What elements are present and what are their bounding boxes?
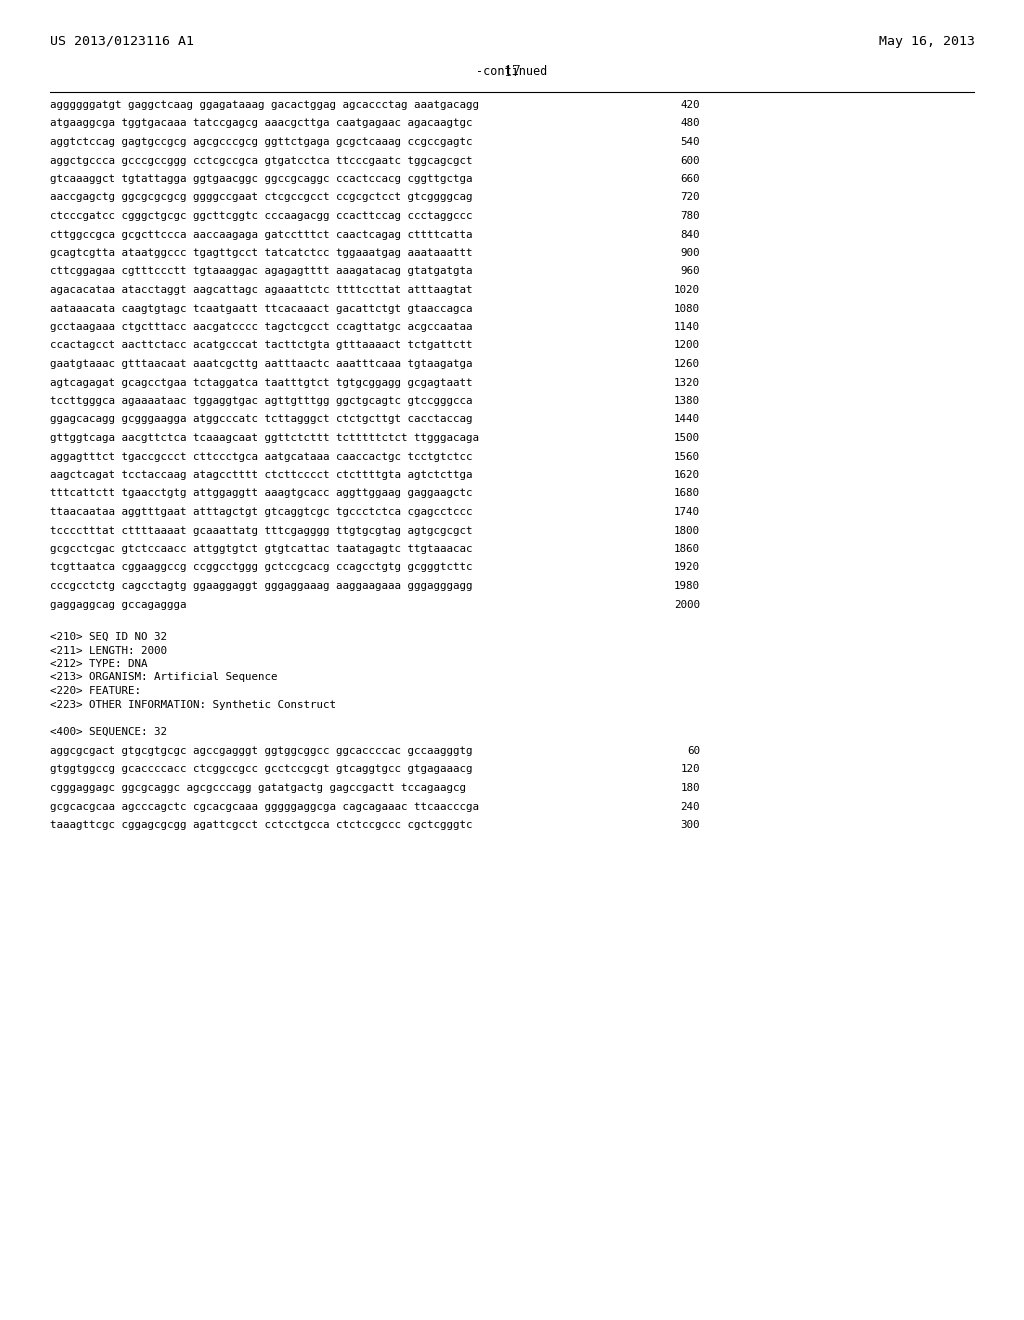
- Text: 240: 240: [681, 801, 700, 812]
- Text: gcgcacgcaa agcccagctc cgcacgcaaa gggggaggcga cagcagaaac ttcaacccga: gcgcacgcaa agcccagctc cgcacgcaaa gggggag…: [50, 801, 479, 812]
- Text: atgaaggcga tggtgacaaa tatccgagcg aaacgcttga caatgagaac agacaagtgc: atgaaggcga tggtgacaaa tatccgagcg aaacgct…: [50, 119, 472, 128]
- Text: 1200: 1200: [674, 341, 700, 351]
- Text: May 16, 2013: May 16, 2013: [879, 36, 975, 48]
- Text: 180: 180: [681, 783, 700, 793]
- Text: <223> OTHER INFORMATION: Synthetic Construct: <223> OTHER INFORMATION: Synthetic Const…: [50, 700, 336, 710]
- Text: aggagtttct tgaccgccct cttccctgca aatgcataaa caaccactgc tcctgtctcc: aggagtttct tgaccgccct cttccctgca aatgcat…: [50, 451, 472, 462]
- Text: ggagcacagg gcgggaagga atggcccatc tcttagggct ctctgcttgt cacctaccag: ggagcacagg gcgggaagga atggcccatc tcttagg…: [50, 414, 472, 425]
- Text: 840: 840: [681, 230, 700, 239]
- Text: gaggaggcag gccagaggga: gaggaggcag gccagaggga: [50, 599, 186, 610]
- Text: -continued: -continued: [476, 65, 548, 78]
- Text: <213> ORGANISM: Artificial Sequence: <213> ORGANISM: Artificial Sequence: [50, 672, 278, 682]
- Text: US 2013/0123116 A1: US 2013/0123116 A1: [50, 36, 194, 48]
- Text: 600: 600: [681, 156, 700, 165]
- Text: 720: 720: [681, 193, 700, 202]
- Text: 17: 17: [503, 65, 521, 79]
- Text: gtggtggccg gcaccccacc ctcggccgcc gcctccgcgt gtcaggtgcc gtgagaaacg: gtggtggccg gcaccccacc ctcggccgcc gcctccg…: [50, 764, 472, 775]
- Text: 1080: 1080: [674, 304, 700, 314]
- Text: agtcagagat gcagcctgaa tctaggatca taatttgtct tgtgcggagg gcgagtaatt: agtcagagat gcagcctgaa tctaggatca taatttg…: [50, 378, 472, 388]
- Text: aaccgagctg ggcgcgcgcg ggggccgaat ctcgccgcct ccgcgctcct gtcggggcag: aaccgagctg ggcgcgcgcg ggggccgaat ctcgccg…: [50, 193, 472, 202]
- Text: 60: 60: [687, 746, 700, 756]
- Text: 540: 540: [681, 137, 700, 147]
- Text: cttcggagaa cgtttccctt tgtaaaggac agagagtttt aaagatacag gtatgatgta: cttcggagaa cgtttccctt tgtaaaggac agagagt…: [50, 267, 472, 276]
- Text: tcccctttat cttttaaaat gcaaattatg tttcgagggg ttgtgcgtag agtgcgcgct: tcccctttat cttttaaaat gcaaattatg tttcgag…: [50, 525, 472, 536]
- Text: 480: 480: [681, 119, 700, 128]
- Text: 1980: 1980: [674, 581, 700, 591]
- Text: 1620: 1620: [674, 470, 700, 480]
- Text: <220> FEATURE:: <220> FEATURE:: [50, 686, 141, 696]
- Text: 900: 900: [681, 248, 700, 257]
- Text: aataaacata caagtgtagc tcaatgaatt ttcacaaact gacattctgt gtaaccagca: aataaacata caagtgtagc tcaatgaatt ttcacaa…: [50, 304, 472, 314]
- Text: cttggccgca gcgcttccca aaccaagaga gatcctttct caactcagag cttttcatta: cttggccgca gcgcttccca aaccaagaga gatcctt…: [50, 230, 472, 239]
- Text: tcgttaatca cggaaggccg ccggcctggg gctccgcacg ccagcctgtg gcgggtcttc: tcgttaatca cggaaggccg ccggcctggg gctccgc…: [50, 562, 472, 573]
- Text: 1140: 1140: [674, 322, 700, 333]
- Text: <212> TYPE: DNA: <212> TYPE: DNA: [50, 659, 147, 669]
- Text: 1560: 1560: [674, 451, 700, 462]
- Text: 1380: 1380: [674, 396, 700, 407]
- Text: gttggtcaga aacgttctca tcaaagcaat ggttctcttt tctttttctct ttgggacaga: gttggtcaga aacgttctca tcaaagcaat ggttctc…: [50, 433, 479, 444]
- Text: <211> LENGTH: 2000: <211> LENGTH: 2000: [50, 645, 167, 656]
- Text: 120: 120: [681, 764, 700, 775]
- Text: aggtctccag gagtgccgcg agcgcccgcg ggttctgaga gcgctcaaag ccgccgagtc: aggtctccag gagtgccgcg agcgcccgcg ggttctg…: [50, 137, 472, 147]
- Text: 1020: 1020: [674, 285, 700, 294]
- Text: ttaacaataa aggtttgaat atttagctgt gtcaggtcgc tgccctctca cgagcctccc: ttaacaataa aggtttgaat atttagctgt gtcaggt…: [50, 507, 472, 517]
- Text: tttcattctt tgaacctgtg attggaggtt aaagtgcacc aggttggaag gaggaagctc: tttcattctt tgaacctgtg attggaggtt aaagtgc…: [50, 488, 472, 499]
- Text: 1860: 1860: [674, 544, 700, 554]
- Text: gtcaaaggct tgtattagga ggtgaacggc ggccgcaggc ccactccacg cggttgctga: gtcaaaggct tgtattagga ggtgaacggc ggccgca…: [50, 174, 472, 183]
- Text: cccgcctctg cagcctagtg ggaaggaggt gggaggaaag aaggaagaaa gggagggagg: cccgcctctg cagcctagtg ggaaggaggt gggagga…: [50, 581, 472, 591]
- Text: gaatgtaaac gtttaacaat aaatcgcttg aatttaactc aaatttcaaa tgtaagatga: gaatgtaaac gtttaacaat aaatcgcttg aatttaa…: [50, 359, 472, 370]
- Text: aagctcagat tcctaccaag atagcctttt ctcttcccct ctcttttgta agtctcttga: aagctcagat tcctaccaag atagcctttt ctcttcc…: [50, 470, 472, 480]
- Text: agacacataa atacctaggt aagcattagc agaaattctc ttttccttat atttaagtat: agacacataa atacctaggt aagcattagc agaaatt…: [50, 285, 472, 294]
- Text: tccttgggca agaaaataac tggaggtgac agttgtttgg ggctgcagtc gtccgggcca: tccttgggca agaaaataac tggaggtgac agttgtt…: [50, 396, 472, 407]
- Text: 1320: 1320: [674, 378, 700, 388]
- Text: 2000: 2000: [674, 599, 700, 610]
- Text: 1680: 1680: [674, 488, 700, 499]
- Text: ctcccgatcc cgggctgcgc ggcttcggtc cccaagacgg ccacttccag ccctaggccc: ctcccgatcc cgggctgcgc ggcttcggtc cccaaga…: [50, 211, 472, 220]
- Text: 1440: 1440: [674, 414, 700, 425]
- Text: 1740: 1740: [674, 507, 700, 517]
- Text: taaagttcgc cggagcgcgg agattcgcct cctcctgcca ctctccgccc cgctcgggtc: taaagttcgc cggagcgcgg agattcgcct cctcctg…: [50, 820, 472, 830]
- Text: <400> SEQUENCE: 32: <400> SEQUENCE: 32: [50, 726, 167, 737]
- Text: aggctgccca gcccgccggg cctcgccgca gtgatcctca ttcccgaatc tggcagcgct: aggctgccca gcccgccggg cctcgccgca gtgatcc…: [50, 156, 472, 165]
- Text: 660: 660: [681, 174, 700, 183]
- Text: aggcgcgact gtgcgtgcgc agccgagggt ggtggcggcc ggcaccccac gccaagggtg: aggcgcgact gtgcgtgcgc agccgagggt ggtggcg…: [50, 746, 472, 756]
- Text: 780: 780: [681, 211, 700, 220]
- Text: gcgcctcgac gtctccaacc attggtgtct gtgtcattac taatagagtc ttgtaaacac: gcgcctcgac gtctccaacc attggtgtct gtgtcat…: [50, 544, 472, 554]
- Text: <210> SEQ ID NO 32: <210> SEQ ID NO 32: [50, 632, 167, 642]
- Text: 960: 960: [681, 267, 700, 276]
- Text: ccactagcct aacttctacc acatgcccat tacttctgta gtttaaaact tctgattctt: ccactagcct aacttctacc acatgcccat tacttct…: [50, 341, 472, 351]
- Text: 1800: 1800: [674, 525, 700, 536]
- Text: 1500: 1500: [674, 433, 700, 444]
- Text: gcctaagaaa ctgctttacc aacgatcccc tagctcgcct ccagttatgc acgccaataa: gcctaagaaa ctgctttacc aacgatcccc tagctcg…: [50, 322, 472, 333]
- Text: cgggaggagc ggcgcaggc agcgcccagg gatatgactg gagccgactt tccagaagcg: cgggaggagc ggcgcaggc agcgcccagg gatatgac…: [50, 783, 466, 793]
- Text: 420: 420: [681, 100, 700, 110]
- Text: gcagtcgtta ataatggccc tgagttgcct tatcatctcc tggaaatgag aaataaattt: gcagtcgtta ataatggccc tgagttgcct tatcatc…: [50, 248, 472, 257]
- Text: 1920: 1920: [674, 562, 700, 573]
- Text: 300: 300: [681, 820, 700, 830]
- Text: aggggggatgt gaggctcaag ggagataaag gacactggag agcaccctag aaatgacagg: aggggggatgt gaggctcaag ggagataaag gacact…: [50, 100, 479, 110]
- Text: 1260: 1260: [674, 359, 700, 370]
